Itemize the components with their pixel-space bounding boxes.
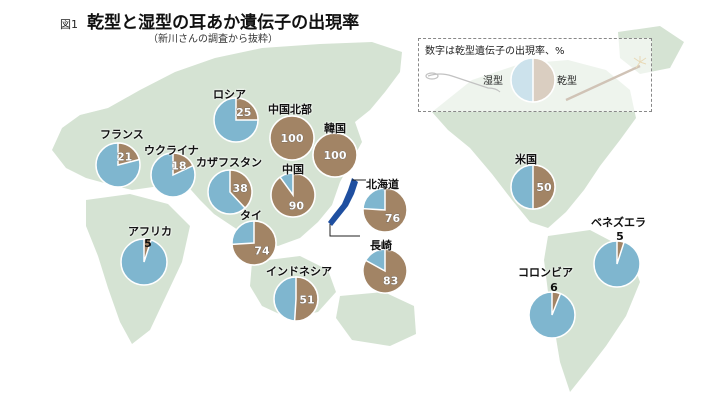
pie-11-dry-slice <box>293 276 319 322</box>
leader-lines <box>329 179 366 237</box>
pie-2: 25 <box>213 97 259 143</box>
figure-label: 図1 <box>60 18 78 31</box>
chart-title: 乾型と湿型の耳あか遺伝子の出現率 <box>87 13 360 33</box>
legend-dry-label: 乾型 <box>557 76 577 87</box>
legend-box: 数字は乾型遺伝子の出現率、% 湿型 乾型 <box>418 38 652 112</box>
australia-landmass <box>336 292 416 346</box>
pie-13-country-label: 米国 <box>515 153 537 166</box>
pie-8-dry-slice <box>362 187 408 233</box>
pie-14-dry-slice <box>616 240 626 265</box>
pie-5-country-label: 中国北部 <box>268 103 312 116</box>
pie-15-dry-slice <box>551 291 562 316</box>
pie-4-value-label: 38 <box>233 182 248 195</box>
pie-14: 5 <box>593 230 641 288</box>
pie-4: 38 <box>207 169 253 215</box>
pie-charts: 21 25 18 38 100 100 90 76 74 83 51 5 50 5 6 <box>95 97 641 339</box>
pie-10: 83 <box>362 248 408 294</box>
pie-1-country-label: フランス <box>100 128 144 141</box>
pie-2-value-label: 25 <box>236 106 251 119</box>
pie-12-country-label: アフリカ <box>128 225 172 238</box>
pie-12-value-label: 5 <box>144 237 152 250</box>
pie-5: 100 <box>269 115 315 161</box>
pie-2-country-label: ロシア <box>213 88 246 101</box>
legend-note: 数字は乾型遺伝子の出現率、% <box>425 46 565 57</box>
pie-15-value-label: 6 <box>550 281 558 294</box>
pie-6-dry-slice <box>312 132 358 178</box>
pie-9: 74 <box>231 220 277 266</box>
pie-9-value-label: 74 <box>254 245 270 258</box>
pie-15: 6 <box>528 281 576 339</box>
pie-11-value-label: 51 <box>299 293 314 306</box>
pie-8-value-label: 76 <box>385 212 401 225</box>
pie-10-country-label: 長崎 <box>370 239 392 252</box>
pie-5-dry-slice <box>269 115 315 161</box>
pie-1-value-label: 21 <box>117 150 132 163</box>
pie-7-value-label: 90 <box>289 200 305 213</box>
japan-islands <box>328 178 358 226</box>
pie-11: 51 <box>273 276 319 322</box>
pie-4-dry-slice <box>229 169 253 210</box>
pie-1-dry-slice <box>117 142 141 166</box>
pie-12-dry-slice <box>143 238 153 263</box>
pie-6: 100 <box>312 132 358 178</box>
pie-3-value-label: 18 <box>171 160 186 173</box>
pie-6-value-label: 100 <box>324 149 347 162</box>
pie-13-value-label: 50 <box>536 181 552 194</box>
pie-2-dry-slice <box>235 97 259 121</box>
pie-7-dry-slice <box>270 172 316 218</box>
nagasaki-leader-line <box>329 224 360 237</box>
pie-6-country-label: 韓国 <box>324 122 346 135</box>
pie-3-country-label: ウクライナ <box>144 144 199 157</box>
pie-8: 76 <box>362 187 408 233</box>
pie-7: 90 <box>270 172 316 218</box>
pie-10-value-label: 83 <box>383 275 398 288</box>
pie-12: 5 <box>120 237 168 286</box>
chart-subtitle: （新川さんの調査から抜粋） <box>148 34 278 45</box>
pie-3-dry-slice <box>172 152 194 177</box>
title-row: 図1 乾型と湿型の耳あか遺伝子の出現率 <box>60 8 359 33</box>
pie-11-country-label: インドネシア <box>266 265 332 278</box>
pie-9-country-label: タイ <box>240 209 262 222</box>
pie-7-country-label: 中国 <box>282 163 304 176</box>
pie-15-country-label: コロンビア <box>518 266 573 279</box>
pie-8-country-label: 北海道 <box>366 178 399 191</box>
legend-wet-label: 湿型 <box>483 76 503 87</box>
pie-1: 21 <box>95 142 141 188</box>
pie-13-dry-slice <box>532 164 556 210</box>
pie-13: 50 <box>510 164 556 210</box>
pie-14-value-label: 5 <box>616 230 624 243</box>
pie-5-value-label: 100 <box>281 132 304 145</box>
pie-14-country-label: ベネズエラ <box>591 216 646 229</box>
pie-9-dry-slice <box>231 220 277 266</box>
pie-10-dry-slice <box>362 248 408 294</box>
pie-3: 18 <box>150 152 196 198</box>
pie-4-country-label: カザフスタン <box>196 156 262 169</box>
